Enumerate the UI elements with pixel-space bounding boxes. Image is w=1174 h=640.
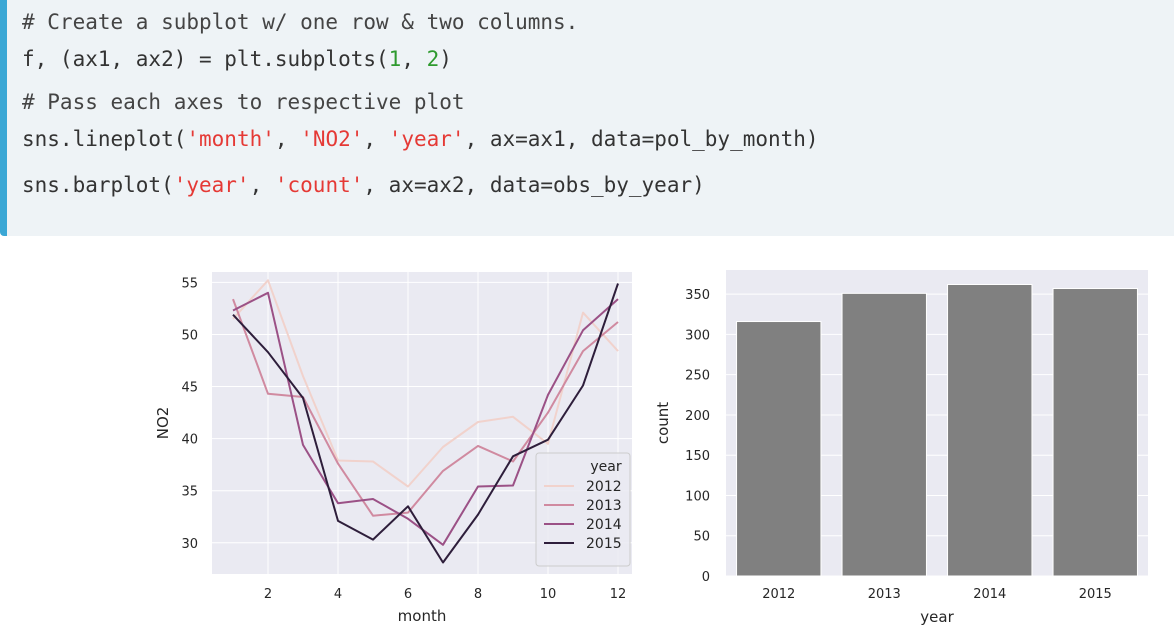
y-axis-label: NO2 (154, 407, 172, 440)
y-tick-label: 35 (181, 485, 198, 500)
x-tick-label: 4 (334, 587, 342, 602)
y-tick-label: 55 (181, 276, 198, 291)
code-string: 'month' (186, 127, 275, 151)
code-block: # Create a subplot w/ one row & two colu… (0, 0, 1174, 236)
code-barplot-line: sns.barplot('year', 'count', ax=ax2, dat… (22, 173, 705, 197)
bar-2012 (736, 321, 822, 577)
series-line-2012 (232, 279, 619, 488)
code-text: sns.lineplot( (22, 127, 187, 151)
y-tick-label: 40 (181, 433, 198, 448)
y-tick-label: 100 (685, 489, 710, 504)
code-comment-line: # Create a subplot w/ one row & two colu… (22, 10, 579, 34)
y-axis-label: count (654, 402, 672, 444)
code-number: 2 (426, 47, 440, 71)
x-tick-label: 12 (610, 587, 627, 602)
x-tick-label: 2 (264, 587, 272, 602)
code-text: sns.barplot( (22, 173, 174, 197)
code-subplots-line: f, (ax1, ax2) = plt.subplots(1, 2) (22, 47, 452, 71)
code-text: , (274, 127, 301, 151)
y-tick-label: 50 (181, 328, 198, 343)
x-tick-label: 2015 (1079, 587, 1112, 602)
legend-box (535, 452, 631, 567)
code-text: , ax=ax2, data=obs_by_year) (363, 173, 705, 197)
x-axis-label: month (398, 607, 447, 625)
y-tick-label: 50 (693, 530, 710, 545)
code-number: 1 (388, 47, 402, 71)
y-tick-label: 250 (685, 369, 710, 384)
y-tick-label: 150 (685, 449, 710, 464)
code-text: , (249, 173, 275, 197)
legend-label: 2013 (586, 498, 622, 514)
x-tick-label: 8 (474, 587, 482, 602)
series-line-2013 (232, 298, 619, 517)
y-tick-label: 30 (181, 537, 198, 552)
y-tick-label: 300 (685, 328, 710, 343)
code-string: 'year' (388, 127, 465, 151)
bar-2013 (841, 292, 927, 577)
code-text: f, (ax1, ax2) = plt.subplots( (22, 47, 389, 71)
code-string: 'year' (173, 173, 250, 197)
legend-label: 2015 (586, 536, 622, 552)
x-tick-label: 10 (540, 587, 557, 602)
legend-label: 2014 (586, 517, 622, 533)
series-line-2014 (232, 291, 619, 546)
code-lineplot-line: sns.lineplot('month', 'NO2', 'year', ax=… (22, 127, 819, 151)
y-tick-label: 0 (702, 570, 710, 585)
x-tick-label: 2014 (973, 587, 1006, 602)
series-line-2015 (232, 283, 619, 564)
code-text: , (401, 47, 427, 71)
code-text: , ax=ax1, data=pol_by_month) (464, 127, 819, 151)
x-tick-label: 2012 (762, 587, 795, 602)
y-tick-label: 45 (181, 381, 198, 396)
y-tick-label: 350 (685, 288, 710, 303)
x-tick-label: 2013 (868, 587, 901, 602)
x-axis-label: year (920, 608, 954, 626)
code-comment-line: # Pass each axes to respective plot (22, 90, 465, 114)
y-tick-label: 200 (685, 409, 710, 424)
legend-label: 2012 (586, 479, 622, 495)
bar-chart: 0 50 100 150 200 250 300 350 2012 2013 2014 2015 yea… (654, 270, 1148, 626)
code-string: 'count' (274, 173, 364, 197)
legend-title: year (590, 459, 621, 475)
line-chart: 2 4 6 8 10 12 30 35 40 45 50 55 month NO2 year 2012 2013… (154, 272, 632, 625)
bar-2015 (1052, 288, 1138, 577)
code-string: 'NO2' (300, 127, 364, 151)
code-text: , (363, 127, 389, 151)
bar-2014 (947, 283, 1033, 577)
x-tick-label: 6 (404, 587, 412, 602)
code-text: ) (439, 47, 452, 71)
